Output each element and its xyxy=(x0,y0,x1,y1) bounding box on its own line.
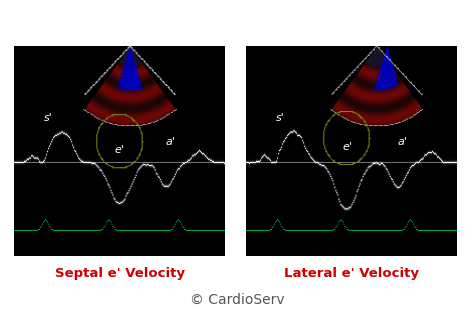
Text: s': s' xyxy=(44,113,52,123)
Text: Septal e' Velocity: Septal e' Velocity xyxy=(55,267,185,280)
Text: Lateral e' Velocity: Lateral e' Velocity xyxy=(284,267,419,280)
Text: e': e' xyxy=(115,145,125,155)
Text: a': a' xyxy=(397,137,407,147)
Text: © CardioServ: © CardioServ xyxy=(190,293,284,307)
Text: a': a' xyxy=(165,137,175,147)
Text: s': s' xyxy=(276,113,284,123)
Text: e': e' xyxy=(342,142,352,152)
